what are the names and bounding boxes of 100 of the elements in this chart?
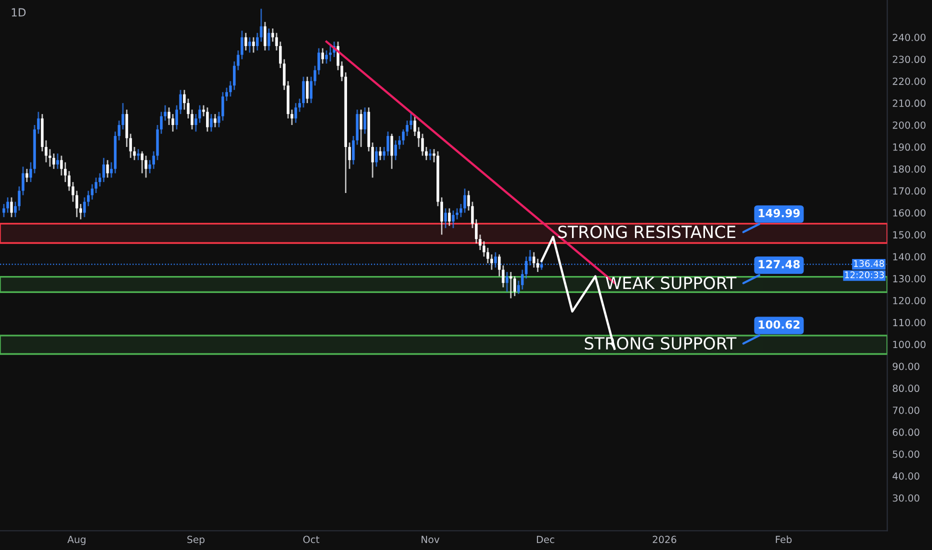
candlestick [110,162,113,178]
annotation: 149.99 [758,208,800,218]
candlestick [264,21,266,52]
candlestick [360,108,362,148]
candlestick [486,247,490,264]
y-tick-label: 170.00 [893,187,926,195]
candlestick [268,28,270,52]
candlestick [183,89,186,110]
y-tick-label: 210.00 [892,100,926,107]
candlestick [172,113,174,132]
candlestick [444,208,447,229]
candlestick [521,269,524,290]
candlestick [271,28,274,42]
candlestick [102,157,106,183]
candlestick [478,234,482,251]
candlestick [417,126,420,148]
y-tick-label: 240.00 [892,34,926,42]
y-tick-label: 140.00 [893,253,926,260]
y-tick-label: 190.00 [893,143,926,151]
y-tick-label: 70.00 [892,406,920,414]
y-tick-label: 40.00 [892,472,920,480]
x-tick-label: Aug [67,536,86,546]
x-tick-label: Nov [422,536,440,544]
y-tick-label: 50.00 [892,450,920,458]
candlestick [221,91,224,122]
candlestick [210,113,213,132]
candlestick [452,210,455,229]
candlestick [260,8,263,42]
y-tick-label: 60.00 [892,428,920,436]
candlestick [198,104,202,124]
candlestick [140,150,144,174]
candlestick [448,208,451,227]
y-tick-label: 30.00 [892,494,920,502]
y-tick-label: 230.00 [892,56,926,64]
candlestick [90,184,94,200]
y-tick-label: 110.00 [893,318,926,326]
candlestick [328,45,332,62]
candlestick [64,162,67,183]
x-tick-label: Sep [187,536,205,546]
y-tick-label: 220.00 [892,78,926,85]
candlestick [194,113,198,132]
candlestick [244,32,248,52]
candlestick [352,135,355,166]
candlestick [98,172,102,188]
candlestick [364,106,366,134]
y-tick-label: 200.00 [892,121,926,129]
candlestick [502,264,505,288]
candlestick [256,32,259,52]
candlestick [10,196,13,218]
candlestick [532,252,536,268]
candlestick [52,152,56,170]
candlestick [248,36,252,54]
candlestick [513,276,516,297]
candlestick [252,36,255,54]
y-tick-label: 100.00 [893,340,926,348]
candlestick [406,120,408,137]
candlestick [321,48,324,64]
y-tick-label: 80.00 [892,384,920,392]
candlestick [463,188,466,214]
candlestick [106,159,109,178]
candlestick [375,146,378,168]
x-tick-label: Feb [776,536,792,544]
candlestick [386,130,390,156]
candlestick [440,196,444,236]
candlestick [279,40,282,69]
candlestick [214,113,216,128]
candlestick [325,50,328,64]
candlestick [232,60,236,91]
candlestick [6,196,10,214]
candlestick [68,170,70,192]
band-label: STRONG RESISTANCE [558,226,736,238]
x-tick-label: Oct [303,536,320,544]
candlestick [402,128,405,146]
candlestick [148,159,152,174]
y-tick-label: 130.00 [893,275,926,282]
candlestick [498,254,501,278]
candlestick [56,152,59,170]
band-label: WEAK SUPPORT [606,276,736,290]
candlestick [302,76,305,108]
candlestick [390,133,394,170]
y-tick-label: 120.00 [893,296,926,304]
y-tick-label: 160.00 [893,209,926,217]
candlestick [14,201,17,218]
y-tick-label: 180.00 [893,165,926,173]
text: 1D [12,8,26,16]
candlestick [206,106,209,132]
candlestick [306,76,309,104]
annotation: 12:20:33 [845,271,884,278]
candlestick [225,87,228,102]
ref-line-label: 136.48 [854,260,884,267]
candlestick [506,271,508,292]
candlestick [413,116,416,137]
x-tick-label: 2026 [652,536,676,544]
annotation: 127.48 [758,260,800,268]
x-tick-label: Dec [536,536,554,544]
candlestick [144,155,148,178]
y-tick-label: 150.00 [893,231,926,238]
annotation: 100.62 [758,320,800,329]
y-tick-label: 90.00 [892,362,920,370]
candlestick [75,190,78,218]
